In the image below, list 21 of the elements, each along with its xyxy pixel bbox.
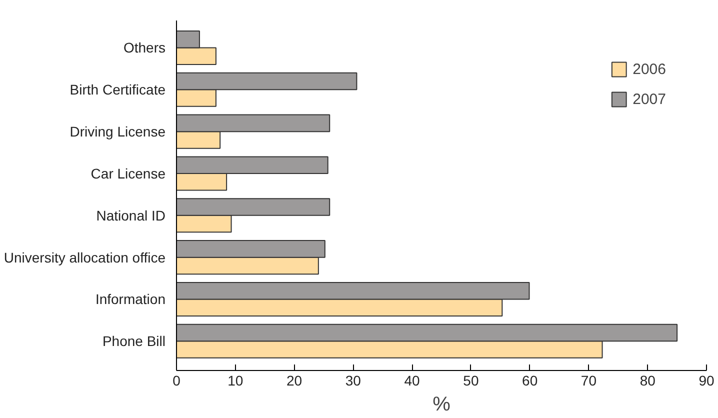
y-tick-label: Car License [90,165,166,182]
y-tick-label: University allocation office [4,249,166,266]
y-tick-label: Others [123,40,166,56]
x-tick-label: 40 [404,372,420,388]
x-tick-label: 30 [345,372,362,388]
y-tick-label: Information [95,291,166,308]
legend-label: 2006 [632,60,666,78]
x-tick-label: 60 [522,372,538,388]
y-tick-label: Driving License [70,124,166,140]
x-axis-title: % [432,394,451,416]
y-tick-label: Phone Bill [102,333,166,350]
x-tick-label: 80 [640,372,656,388]
y-tick-label: National ID [96,207,166,224]
x-tick-label: 20 [286,372,302,388]
x-tick-label: 0 [172,372,181,388]
x-tick-label: 10 [228,372,244,388]
x-tick-label: 50 [463,372,479,388]
y-tick-label: Birth Certificate [70,82,166,98]
x-tick-label: 70 [580,372,597,388]
legend-label: 2007 [632,90,666,108]
x-tick-label: 90 [698,372,714,388]
